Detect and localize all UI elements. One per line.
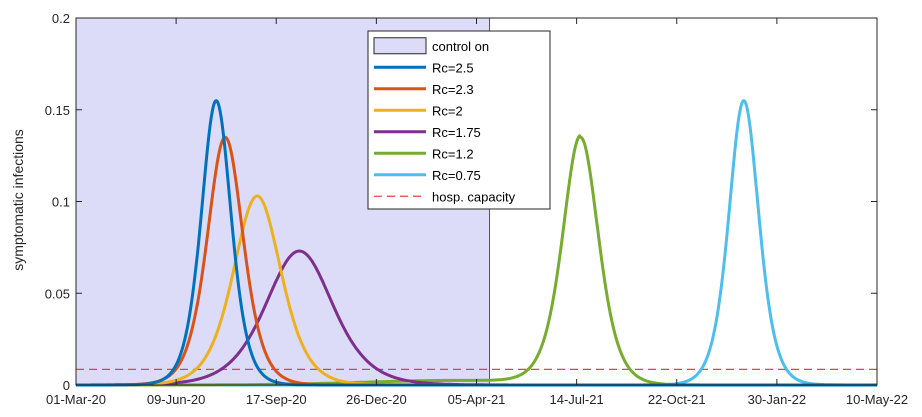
legend-label-control-on: control on (432, 39, 489, 54)
legend-label-series-5: Rc=0.75 (432, 168, 481, 183)
x-tick-label: 10-May-22 (846, 392, 908, 407)
y-tick-label: 0.1 (52, 195, 70, 210)
x-tick-label: 09-Jun-20 (147, 392, 206, 407)
legend-label-series-0: Rc=2.5 (432, 60, 474, 75)
legend-label-series-2: Rc=2 (432, 103, 463, 118)
legend-label-hosp-capacity: hosp. capacity (432, 189, 516, 204)
x-tick-label: 22-Oct-21 (648, 392, 706, 407)
x-tick-label: 05-Apr-21 (448, 392, 506, 407)
x-tick-label: 01-Mar-20 (46, 392, 106, 407)
x-tick-label: 17-Sep-20 (246, 392, 307, 407)
legend-box (367, 30, 551, 210)
x-tick-label: 14-Jul-21 (550, 392, 604, 407)
y-axis-label: symptomatic infections (10, 129, 26, 271)
x-tick-label: 30-Jan-22 (748, 392, 807, 407)
y-tick-label: 0.15 (45, 103, 70, 118)
axes: 0 0.05 0.1 0.15 0.2 01-Mar-20 09-Jun-20 17-Sep-… (45, 11, 908, 407)
legend-label-series-4: Rc=1.2 (432, 146, 474, 161)
legend-swatch-control-on (373, 37, 427, 55)
x-tick-label: 26-Dec-20 (346, 392, 407, 407)
legend-label-series-1: Rc=2.3 (432, 82, 474, 97)
y-tick-label: 0.05 (45, 286, 70, 301)
y-tick-label: 0.2 (52, 11, 70, 26)
legend: control on Rc=2.5 Rc=2.3 Rc=2 Rc=1.75 Rc=1.2 R… (367, 30, 551, 210)
y-tick-label: 0 (63, 378, 70, 393)
legend-label-series-3: Rc=1.75 (432, 125, 481, 140)
